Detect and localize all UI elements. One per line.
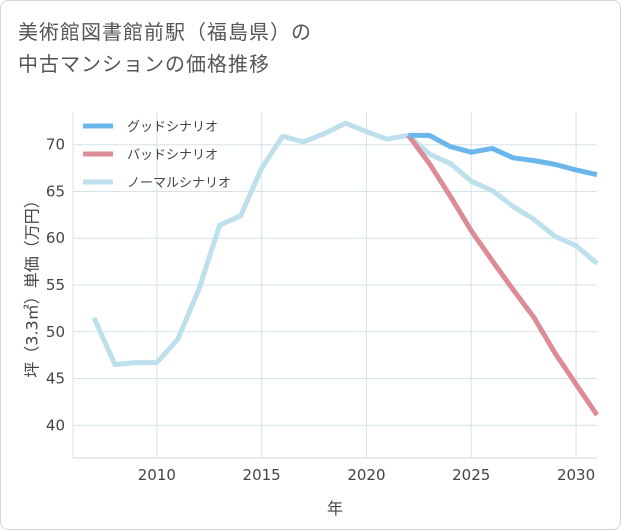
y-tick-label: 65 <box>46 182 65 200</box>
series-line-1 <box>406 133 600 417</box>
grid-lines <box>72 112 597 459</box>
y-tick-label: 45 <box>46 370 65 388</box>
y-tick-label: 70 <box>46 136 65 154</box>
x-tick-label: 2030 <box>557 466 595 484</box>
chart-title: 美術館図書館前駅（福島県）の 中古マンションの価格推移 <box>18 16 312 80</box>
legend-label: バッドシナリオ <box>127 148 218 163</box>
x-tick-label: 2025 <box>452 466 490 484</box>
y-tick-label: 40 <box>46 416 65 434</box>
x-tick-label: 2020 <box>347 466 385 484</box>
x-tick-label: 2010 <box>138 466 176 484</box>
legend-label: グッドシナリオ <box>127 120 218 135</box>
y-tick-labels: 40 45 50 55 60 65 70 <box>46 136 65 435</box>
x-axis-title: 年 <box>327 499 343 518</box>
chart-title-line2: 中古マンションの価格推移 <box>18 52 270 76</box>
x-tick-label: 2015 <box>243 466 281 484</box>
legend-label: ノーマルシナリオ <box>127 176 231 191</box>
series-lines <box>91 120 600 417</box>
x-tick-labels: 2010 2015 2020 2025 2030 <box>138 466 595 484</box>
y-axis-title: 坪（3.3㎡）単価（万円） <box>23 192 42 377</box>
series-line-0 <box>408 132 598 178</box>
chart-title-line1: 美術館図書館前駅（福島県）の <box>18 20 312 44</box>
y-tick-label: 55 <box>46 276 65 294</box>
series-line-2 <box>91 120 599 367</box>
y-tick-label: 60 <box>46 229 65 247</box>
y-tick-label: 50 <box>46 323 65 341</box>
